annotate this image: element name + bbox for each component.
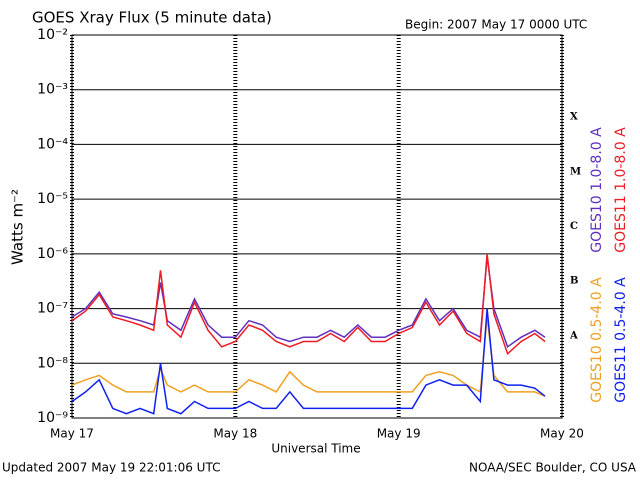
series-line	[71, 308, 546, 415]
x-tick-label: May 18	[213, 427, 257, 441]
series-line	[71, 256, 546, 348]
flare-class-label: M	[570, 166, 581, 177]
flare-class-label: C	[570, 221, 578, 232]
plot-frame	[71, 34, 563, 419]
legend-entry: GOES10 1.0-8.0 A	[589, 127, 605, 253]
legend-entry: GOES10 0.5-4.0 A	[589, 277, 605, 403]
x-axis-label: Universal Time	[271, 442, 360, 456]
y-tick-label: 10⁻³	[37, 82, 68, 98]
y-tick-label: 10⁻⁶	[37, 246, 68, 262]
chart-title: GOES Xray Flux (5 minute data)	[32, 9, 272, 27]
y-axis-label: Watts m⁻²	[9, 189, 27, 265]
flare-class-label: B	[570, 276, 578, 287]
y-tick-label: 10⁻²	[37, 27, 68, 43]
flare-class-label: X	[570, 112, 578, 123]
legend-entry: GOES11 0.5-4.0 A	[613, 277, 629, 403]
y-tick-label: 10⁻⁸	[37, 355, 68, 371]
series-line	[71, 253, 546, 356]
x-tick-label: May 20	[540, 427, 584, 441]
x-tick-label: May 17	[50, 427, 94, 441]
y-tick-label: 10⁻⁷	[37, 301, 68, 317]
footer-right: NOAA/SEC Boulder, CO USA	[469, 461, 637, 475]
chart-subtitle: Begin: 2007 May 17 0000 UTC	[405, 18, 587, 32]
y-tick-label: 10⁻⁵	[37, 191, 68, 207]
y-tick-label: 10⁻⁴	[37, 136, 68, 152]
legend-entry: GOES11 1.0-8.0 A	[613, 127, 629, 253]
y-tick-label: 10⁻⁹	[37, 410, 68, 426]
footer-left: Updated 2007 May 19 22:01:06 UTC	[2, 461, 220, 475]
series-line	[71, 316, 546, 397]
x-tick-label: May 19	[377, 427, 421, 441]
flare-class-label: A	[569, 330, 578, 341]
